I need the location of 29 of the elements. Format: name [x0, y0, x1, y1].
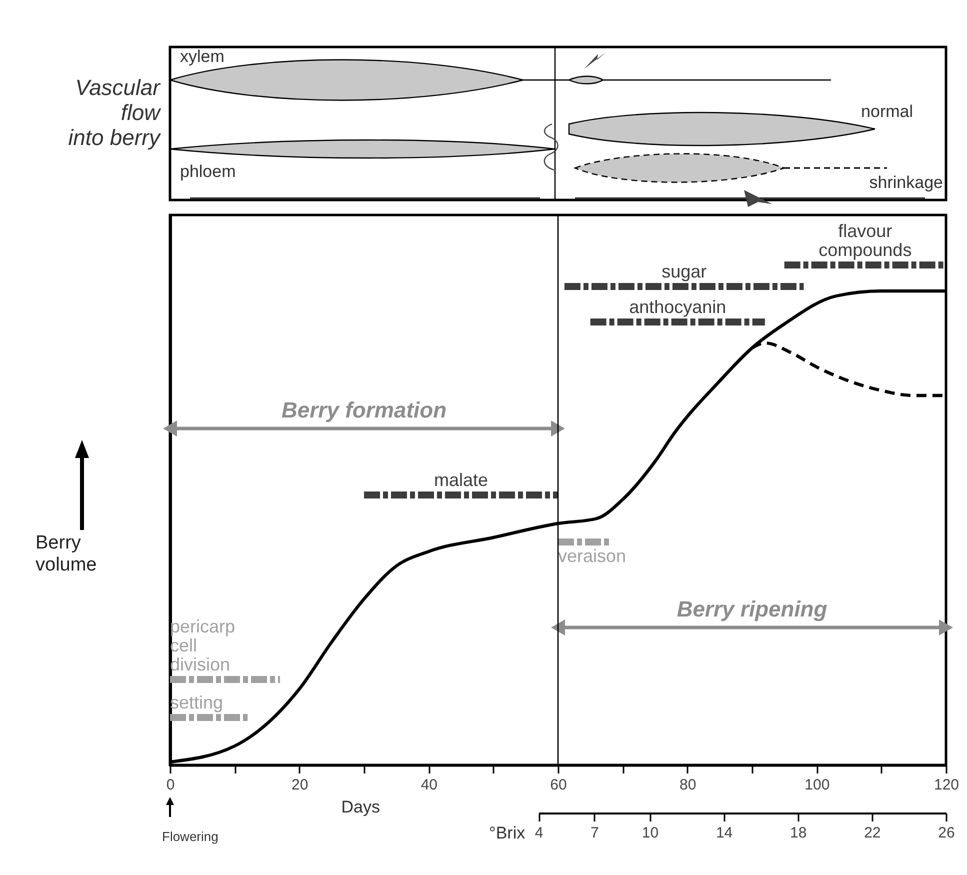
- x-tick-label: 0: [166, 776, 175, 794]
- x-tick-label: 100: [804, 776, 830, 794]
- text: Flowering: [162, 829, 218, 844]
- x2-tick-label: 18: [790, 824, 807, 842]
- text: phloem: [180, 162, 236, 181]
- x-tick-label: 120: [934, 776, 960, 794]
- text: normal: [861, 102, 913, 121]
- text: xylem: [180, 47, 224, 66]
- x2-axis-title: °Brix: [489, 824, 526, 842]
- text: shrinkage: [869, 173, 943, 192]
- x-tick-label: 60: [550, 776, 567, 794]
- x-tick-label: 40: [420, 776, 438, 794]
- x2-tick-label: 4: [534, 824, 544, 842]
- x2-tick-label: 10: [642, 824, 659, 842]
- series-label: anthocyanin: [629, 297, 726, 317]
- series-label: malate: [434, 470, 488, 490]
- x2-tick-label: 22: [864, 824, 881, 842]
- x2-tick-label: 7: [590, 824, 599, 842]
- x-tick-label: 20: [291, 776, 308, 794]
- series-label: flavour compounds: [818, 221, 912, 260]
- text: Vascular flow into berry: [68, 75, 162, 150]
- series-label: Berry formation: [281, 398, 447, 422]
- series-label: Berry ripening: [676, 596, 828, 622]
- series-label: sugar: [662, 262, 707, 282]
- x2-tick-label: 14: [716, 824, 733, 842]
- y-axis-title: Berry volume: [36, 532, 97, 576]
- x-axis-title: Days: [341, 798, 380, 816]
- x2-tick-label: 26: [938, 824, 955, 842]
- x-tick-label: 80: [679, 776, 696, 794]
